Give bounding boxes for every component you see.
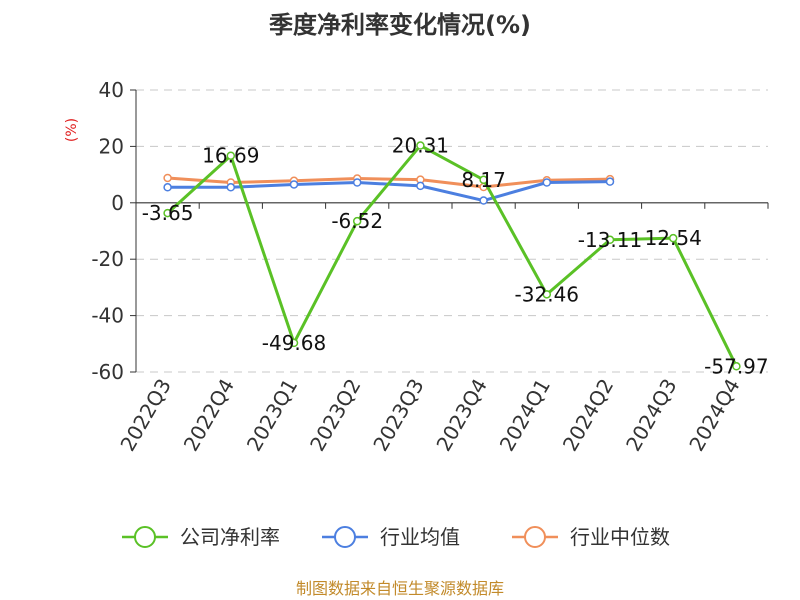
legend-label-company[interactable]: 公司净利率: [180, 525, 280, 549]
series-line-industry_median: [167, 176, 611, 189]
x-tick-label: 2024Q1: [495, 375, 555, 456]
data-point-company: [479, 175, 488, 185]
y-tick-labels: -60 -40 -20 0 20 40: [91, 78, 124, 384]
y-tick-label: -60: [91, 360, 124, 384]
x-tick-label: 2022Q4: [179, 375, 239, 456]
data-point-industry_avg: [226, 183, 236, 192]
data-point-company: [605, 235, 615, 245]
y-axis-unit: (%): [64, 118, 80, 142]
x-tick-label: 2022Q3: [115, 375, 175, 456]
x-tick-label: 2023Q3: [368, 375, 428, 456]
data-point-industry_avg: [479, 196, 488, 205]
data-point-industry_avg: [605, 177, 615, 186]
data-point-company: [542, 290, 552, 299]
x-tick-label: 2024Q4: [684, 375, 744, 456]
x-tick-label: 2024Q3: [621, 375, 681, 456]
data-point-company: [352, 216, 362, 226]
data-label: -13.11: [578, 228, 642, 252]
legend-marker-company: [134, 526, 156, 548]
data-point-company: [732, 362, 741, 371]
y-tick-label: 40: [99, 78, 124, 102]
y-tick-label: -20: [91, 247, 124, 271]
legend-label-industry_median[interactable]: 行业中位数: [570, 525, 670, 549]
data-label: -6.52: [331, 209, 383, 233]
data-point-company: [668, 233, 678, 243]
chart-title: 季度净利率变化情况(%): [269, 11, 531, 39]
y-tick-label: 20: [99, 134, 124, 158]
data-label: 8.17: [461, 168, 506, 192]
x-tick-label: 2023Q2: [305, 375, 365, 456]
data-point-industry_avg: [352, 178, 362, 187]
series-layer: [163, 141, 741, 371]
grid-lines: [136, 89, 768, 373]
data-label: -49.68: [262, 331, 326, 355]
legend-marker-industry_median: [524, 526, 546, 548]
legend: 公司净利率 行业均值 行业中位数: [122, 525, 670, 549]
x-tick-label: 2024Q2: [558, 375, 618, 456]
axes: [130, 89, 769, 373]
data-point-industry_avg: [542, 178, 552, 187]
data-point-industry_avg: [416, 181, 425, 191]
data-point-industry_avg: [289, 180, 299, 189]
data-label: -3.65: [142, 201, 194, 225]
y-tick-label: 0: [111, 191, 124, 215]
data-labels: -3.65 16.69 -49.68 -6.52 20.31 8.17 -32.46 -13.…: [142, 134, 769, 379]
legend-label-industry_avg[interactable]: 行业均值: [380, 525, 460, 549]
source-note: 制图数据来自恒生聚源数据库: [296, 579, 504, 598]
data-point-company: [289, 338, 299, 348]
data-point-industry_median: [163, 173, 172, 183]
data-label: 12.54: [645, 226, 702, 250]
legend-marker-industry_avg: [334, 526, 356, 548]
data-point-company: [226, 151, 236, 160]
data-label: 20.31: [392, 134, 449, 158]
y-tick-label: -40: [91, 304, 124, 328]
data-point-company: [416, 141, 425, 150]
data-label: -32.46: [515, 282, 579, 306]
x-tick-label: 2023Q4: [431, 374, 491, 455]
x-tick-labels: 2022Q3 2022Q4 2023Q1 2023Q2 2023Q3 2023Q4 2024…: [115, 374, 744, 455]
data-label: 16.69: [202, 144, 259, 168]
data-point-industry_avg: [163, 183, 172, 192]
series-line-company: [166, 144, 738, 367]
data-point-company: [163, 208, 172, 218]
data-label: -57.97: [704, 354, 768, 378]
x-tick-label: 2023Q1: [242, 375, 302, 456]
